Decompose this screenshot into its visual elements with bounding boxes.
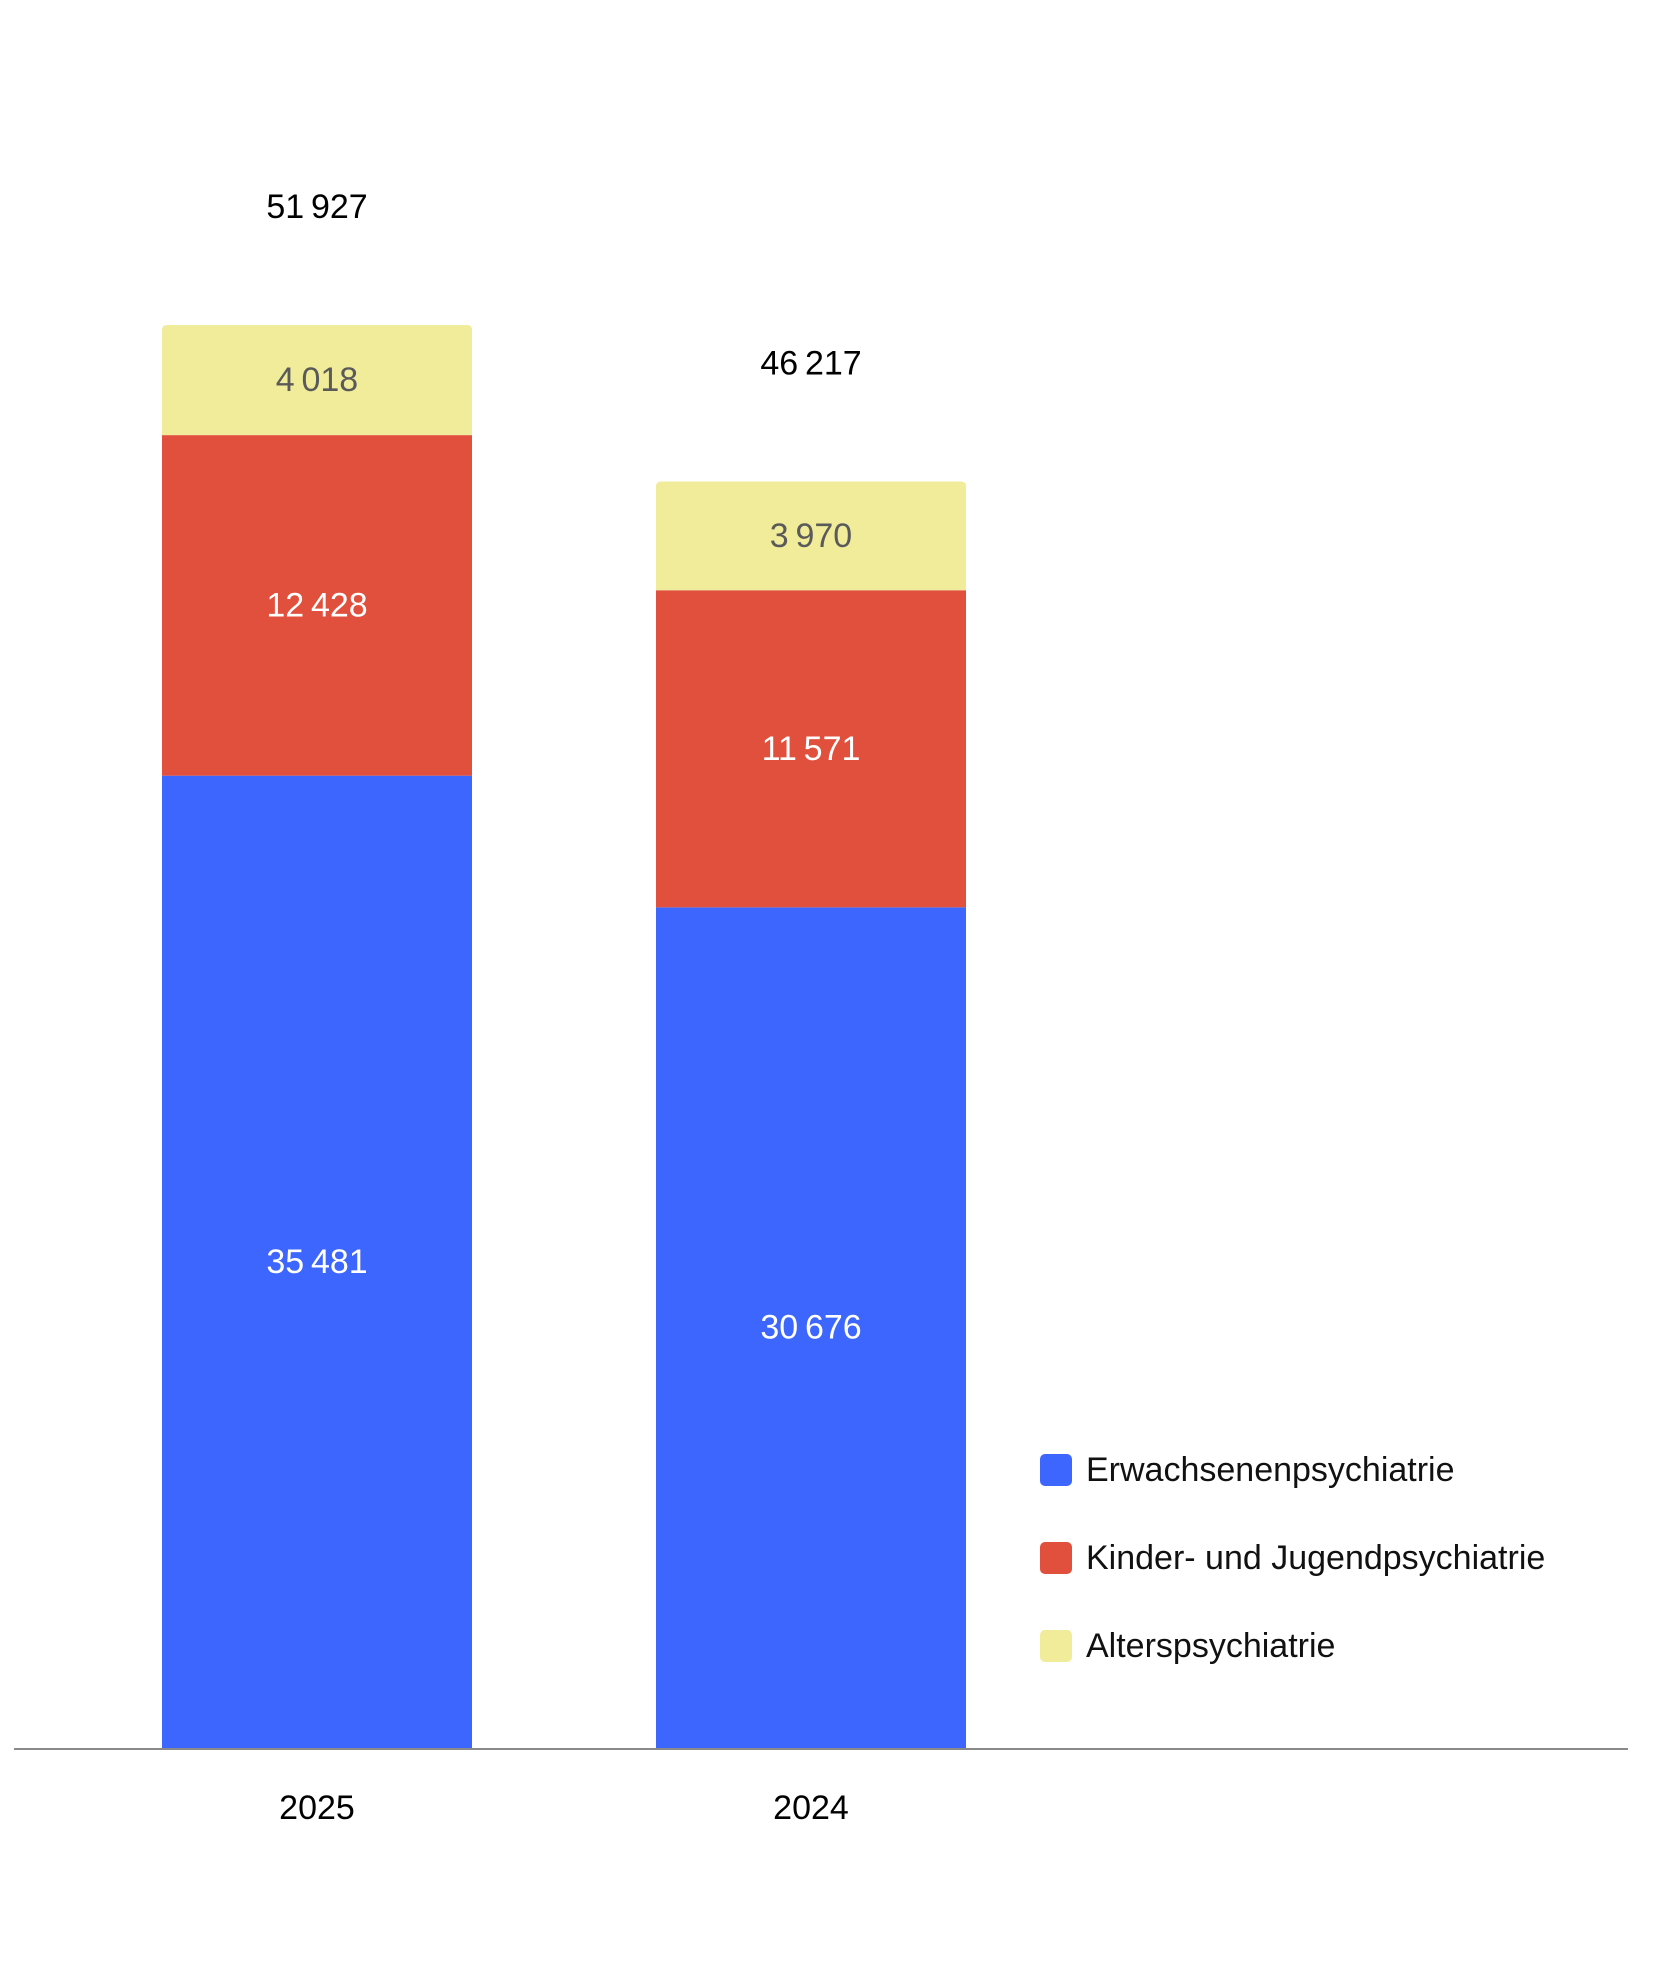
legend-label-0: Erwachsenenpsychiatrie — [1086, 1451, 1455, 1489]
legend-swatch-0 — [1040, 1454, 1072, 1486]
legend-label-1: Kinder- und Jugendpsychiatrie — [1086, 1539, 1545, 1577]
bar-segment-2-2025 — [162, 325, 472, 436]
legend: Erwachsenenpsychiatrie Kinder- und Jugend… — [1040, 1451, 1545, 1665]
legend-swatch-1 — [1040, 1542, 1072, 1574]
bar-segment-2-2024 — [656, 481, 966, 591]
bar-segment-0-2025 — [162, 775, 472, 1748]
bar-segment-0-2024 — [656, 907, 966, 1748]
bars-group: 35 481 12 428 4 018 51 927 2025 30 676 11 571 3… — [162, 188, 966, 1827]
data-label-2-2024: 3 970 — [770, 517, 852, 555]
bar-segment-1-2025 — [162, 435, 472, 776]
legend-swatch-2 — [1040, 1630, 1072, 1662]
legend-label-2: Alterspsychiatrie — [1086, 1627, 1335, 1665]
data-label-0-2025: 35 481 — [266, 1243, 367, 1281]
data-label-2-2025: 4 018 — [276, 361, 358, 399]
x-tick-label-2025: 2025 — [279, 1789, 355, 1827]
data-label-1-2025: 12 428 — [266, 586, 367, 624]
total-label-2025: 51 927 — [266, 188, 367, 226]
bar-segment-1-2024 — [656, 590, 966, 908]
x-tick-label-2024: 2024 — [773, 1789, 849, 1827]
data-label-1-2024: 11 571 — [762, 730, 861, 768]
total-label-2024: 46 217 — [760, 344, 861, 382]
data-label-0-2024: 30 676 — [760, 1309, 861, 1347]
